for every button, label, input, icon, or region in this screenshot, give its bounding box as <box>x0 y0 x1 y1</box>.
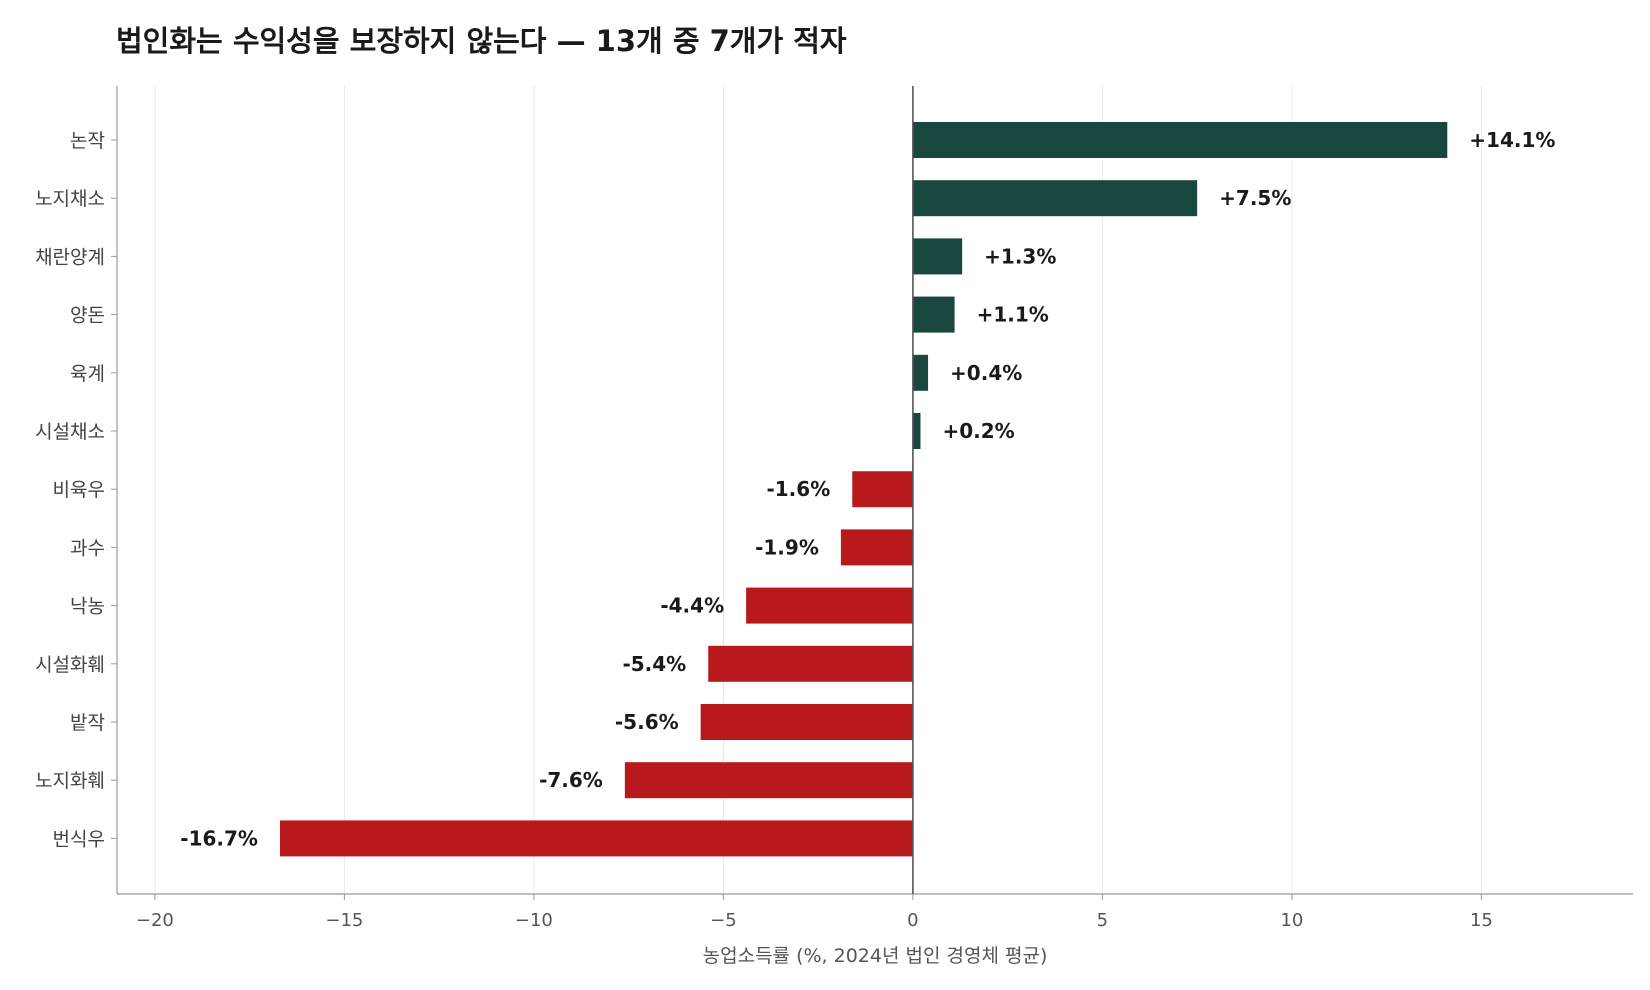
data-label: -4.4% <box>660 594 724 618</box>
data-label: +0.4% <box>950 361 1022 385</box>
bar <box>708 645 913 682</box>
x-tick-label: 5 <box>1097 910 1108 931</box>
bar <box>279 820 913 857</box>
category-label: 번식우 <box>53 828 105 850</box>
data-label: -5.4% <box>622 652 686 676</box>
data-label: +0.2% <box>942 419 1014 443</box>
category-label: 과수 <box>70 537 105 559</box>
category-label: 육계 <box>70 363 105 385</box>
category-label: 논작 <box>70 130 105 152</box>
data-label: +1.3% <box>984 244 1056 268</box>
bar <box>912 122 1448 158</box>
bar <box>912 180 1198 217</box>
bar <box>700 704 913 740</box>
data-label: -7.6% <box>539 768 603 792</box>
data-label: -5.6% <box>615 710 679 734</box>
data-label: -16.7% <box>180 826 258 850</box>
bar <box>912 354 929 391</box>
category-label: 노지채소 <box>35 188 105 210</box>
bar <box>624 762 913 799</box>
x-tick-label: 0 <box>907 910 918 931</box>
x-tick-label: −20 <box>136 910 174 931</box>
category-label: 채란양계 <box>35 246 105 268</box>
chart-title: 법인화는 수익성을 보장하지 않는다 — 13개 중 7개가 적자 <box>116 24 847 58</box>
x-tick-label: −5 <box>710 910 737 931</box>
category-label: 시설채소 <box>35 421 105 443</box>
x-tick-label: −10 <box>515 910 553 931</box>
bar <box>746 587 913 624</box>
x-tick-label: 15 <box>1470 910 1493 931</box>
bar <box>912 296 955 333</box>
category-label: 비육우 <box>53 479 105 501</box>
bar <box>912 238 963 275</box>
x-tick-label: −15 <box>325 910 363 931</box>
data-label: +1.1% <box>977 303 1049 327</box>
data-label: +14.1% <box>1469 128 1555 152</box>
data-label: -1.6% <box>766 477 830 501</box>
x-tick-label: 10 <box>1280 910 1303 931</box>
data-label: -1.9% <box>755 535 819 559</box>
bar <box>912 413 921 449</box>
category-label: 낙농 <box>70 596 105 618</box>
bar <box>840 529 913 566</box>
category-label: 밭작 <box>70 712 105 734</box>
data-label: +7.5% <box>1219 186 1291 210</box>
x-axis-title: 농업소득률 (%, 2024년 법인 경영체 평균) <box>703 945 1048 967</box>
category-label: 노지화훼 <box>35 770 105 792</box>
bar <box>852 471 913 508</box>
category-label: 시설화훼 <box>35 654 105 676</box>
category-label: 양돈 <box>70 305 105 327</box>
